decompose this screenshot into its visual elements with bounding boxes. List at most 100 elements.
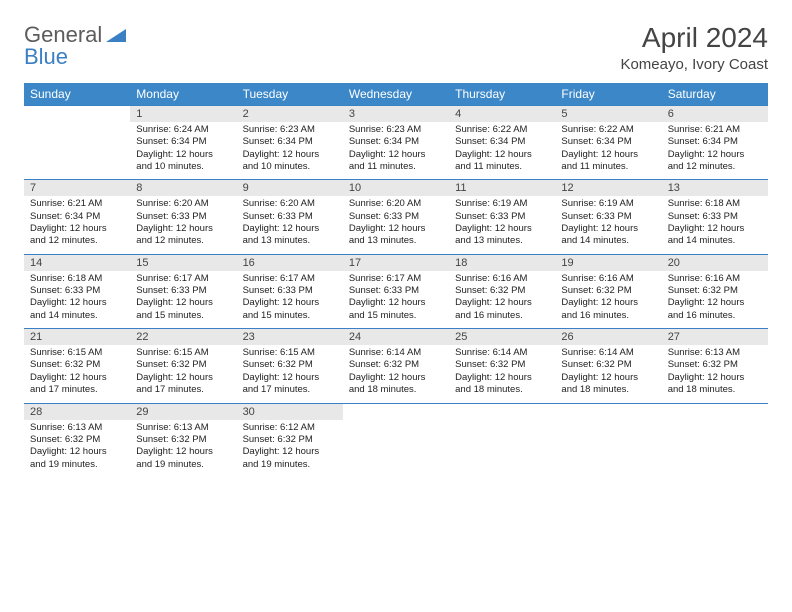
day-details: Sunrise: 6:19 AMSunset: 6:33 PMDaylight:… — [449, 196, 555, 253]
calendar-cell: 25Sunrise: 6:14 AMSunset: 6:32 PMDayligh… — [449, 329, 555, 403]
daylight-line-1: Daylight: 12 hours — [30, 223, 124, 235]
day-number: 23 — [237, 329, 343, 345]
daylight-line-2: and 18 minutes. — [455, 384, 549, 396]
daylight-line-2: and 19 minutes. — [30, 459, 124, 471]
calendar-cell: 5Sunrise: 6:22 AMSunset: 6:34 PMDaylight… — [555, 106, 661, 180]
daylight-line-1: Daylight: 12 hours — [136, 223, 230, 235]
day-details: Sunrise: 6:19 AMSunset: 6:33 PMDaylight:… — [555, 196, 661, 253]
calendar-cell: 26Sunrise: 6:14 AMSunset: 6:32 PMDayligh… — [555, 329, 661, 403]
sunrise-line: Sunrise: 6:17 AM — [136, 273, 230, 285]
day-number: 8 — [130, 180, 236, 196]
daylight-line-2: and 18 minutes. — [561, 384, 655, 396]
daylight-line-2: and 16 minutes. — [455, 310, 549, 322]
sunrise-line: Sunrise: 6:13 AM — [668, 347, 762, 359]
day-details: Sunrise: 6:17 AMSunset: 6:33 PMDaylight:… — [237, 271, 343, 328]
logo-icon — [104, 22, 126, 48]
header: General April 2024 Komeayo, Ivory Coast — [24, 22, 768, 73]
day-number: 26 — [555, 329, 661, 345]
daylight-line-2: and 12 minutes. — [136, 235, 230, 247]
sunrise-line: Sunrise: 6:12 AM — [243, 422, 337, 434]
calendar-cell: . — [662, 403, 768, 477]
sunset-line: Sunset: 6:33 PM — [136, 211, 230, 223]
month-title: April 2024 — [620, 22, 768, 54]
calendar-head: SundayMondayTuesdayWednesdayThursdayFrid… — [24, 83, 768, 106]
day-details: Sunrise: 6:22 AMSunset: 6:34 PMDaylight:… — [555, 122, 661, 179]
day-number: 25 — [449, 329, 555, 345]
daylight-line-1: Daylight: 12 hours — [136, 372, 230, 384]
logo-text-2: Blue — [24, 44, 68, 70]
day-number: 12 — [555, 180, 661, 196]
calendar-row: 28Sunrise: 6:13 AMSunset: 6:32 PMDayligh… — [24, 403, 768, 477]
calendar-body: . 1Sunrise: 6:24 AMSunset: 6:34 PMDayligh… — [24, 106, 768, 477]
daylight-line-2: and 15 minutes. — [243, 310, 337, 322]
calendar-cell: 3Sunrise: 6:23 AMSunset: 6:34 PMDaylight… — [343, 106, 449, 180]
daylight-line-2: and 14 minutes. — [30, 310, 124, 322]
sunset-line: Sunset: 6:33 PM — [243, 285, 337, 297]
daylight-line-2: and 17 minutes. — [243, 384, 337, 396]
sunset-line: Sunset: 6:34 PM — [136, 136, 230, 148]
sunrise-line: Sunrise: 6:21 AM — [668, 124, 762, 136]
day-details: Sunrise: 6:17 AMSunset: 6:33 PMDaylight:… — [343, 271, 449, 328]
daylight-line-2: and 14 minutes. — [668, 235, 762, 247]
daylight-line-2: and 15 minutes. — [136, 310, 230, 322]
day-number: 11 — [449, 180, 555, 196]
sunrise-line: Sunrise: 6:16 AM — [455, 273, 549, 285]
daylight-line-2: and 18 minutes. — [668, 384, 762, 396]
calendar-cell: 17Sunrise: 6:17 AMSunset: 6:33 PMDayligh… — [343, 254, 449, 328]
calendar-row: 7Sunrise: 6:21 AMSunset: 6:34 PMDaylight… — [24, 180, 768, 254]
daylight-line-2: and 14 minutes. — [561, 235, 655, 247]
daylight-line-1: Daylight: 12 hours — [668, 297, 762, 309]
day-number: 24 — [343, 329, 449, 345]
calendar-cell: 11Sunrise: 6:19 AMSunset: 6:33 PMDayligh… — [449, 180, 555, 254]
calendar-cell: 24Sunrise: 6:14 AMSunset: 6:32 PMDayligh… — [343, 329, 449, 403]
sunrise-line: Sunrise: 6:22 AM — [561, 124, 655, 136]
sunset-line: Sunset: 6:32 PM — [561, 359, 655, 371]
calendar-cell: 1Sunrise: 6:24 AMSunset: 6:34 PMDaylight… — [130, 106, 236, 180]
day-number: 20 — [662, 255, 768, 271]
daylight-line-1: Daylight: 12 hours — [349, 149, 443, 161]
sunset-line: Sunset: 6:32 PM — [561, 285, 655, 297]
day-number: 17 — [343, 255, 449, 271]
calendar-cell: 30Sunrise: 6:12 AMSunset: 6:32 PMDayligh… — [237, 403, 343, 477]
day-details: Sunrise: 6:20 AMSunset: 6:33 PMDaylight:… — [343, 196, 449, 253]
day-number: 27 — [662, 329, 768, 345]
day-details: Sunrise: 6:14 AMSunset: 6:32 PMDaylight:… — [449, 345, 555, 402]
sunset-line: Sunset: 6:33 PM — [136, 285, 230, 297]
day-details: Sunrise: 6:21 AMSunset: 6:34 PMDaylight:… — [662, 122, 768, 179]
day-details: Sunrise: 6:22 AMSunset: 6:34 PMDaylight:… — [449, 122, 555, 179]
sunrise-line: Sunrise: 6:13 AM — [136, 422, 230, 434]
daylight-line-1: Daylight: 12 hours — [30, 446, 124, 458]
daylight-line-2: and 17 minutes. — [136, 384, 230, 396]
sunset-line: Sunset: 6:32 PM — [668, 285, 762, 297]
daylight-line-1: Daylight: 12 hours — [243, 149, 337, 161]
sunrise-line: Sunrise: 6:19 AM — [561, 198, 655, 210]
day-details: Sunrise: 6:20 AMSunset: 6:33 PMDaylight:… — [130, 196, 236, 253]
sunrise-line: Sunrise: 6:16 AM — [668, 273, 762, 285]
sunset-line: Sunset: 6:34 PM — [30, 211, 124, 223]
weekday-header: Thursday — [449, 83, 555, 106]
calendar-cell: 16Sunrise: 6:17 AMSunset: 6:33 PMDayligh… — [237, 254, 343, 328]
day-number: 7 — [24, 180, 130, 196]
sunset-line: Sunset: 6:32 PM — [455, 359, 549, 371]
weekday-header: Saturday — [662, 83, 768, 106]
sunrise-line: Sunrise: 6:15 AM — [136, 347, 230, 359]
day-details: Sunrise: 6:21 AMSunset: 6:34 PMDaylight:… — [24, 196, 130, 253]
sunrise-line: Sunrise: 6:13 AM — [30, 422, 124, 434]
daylight-line-1: Daylight: 12 hours — [668, 372, 762, 384]
day-details: Sunrise: 6:15 AMSunset: 6:32 PMDaylight:… — [237, 345, 343, 402]
daylight-line-2: and 10 minutes. — [243, 161, 337, 173]
daylight-line-2: and 10 minutes. — [136, 161, 230, 173]
sunset-line: Sunset: 6:33 PM — [243, 211, 337, 223]
day-number: 15 — [130, 255, 236, 271]
sunset-line: Sunset: 6:34 PM — [455, 136, 549, 148]
calendar-cell: 7Sunrise: 6:21 AMSunset: 6:34 PMDaylight… — [24, 180, 130, 254]
daylight-line-2: and 13 minutes. — [243, 235, 337, 247]
daylight-line-1: Daylight: 12 hours — [243, 446, 337, 458]
sunrise-line: Sunrise: 6:15 AM — [30, 347, 124, 359]
sunrise-line: Sunrise: 6:17 AM — [349, 273, 443, 285]
day-details: Sunrise: 6:16 AMSunset: 6:32 PMDaylight:… — [555, 271, 661, 328]
day-details: Sunrise: 6:16 AMSunset: 6:32 PMDaylight:… — [449, 271, 555, 328]
day-details: Sunrise: 6:13 AMSunset: 6:32 PMDaylight:… — [130, 420, 236, 477]
daylight-line-1: Daylight: 12 hours — [243, 223, 337, 235]
sunset-line: Sunset: 6:33 PM — [349, 211, 443, 223]
